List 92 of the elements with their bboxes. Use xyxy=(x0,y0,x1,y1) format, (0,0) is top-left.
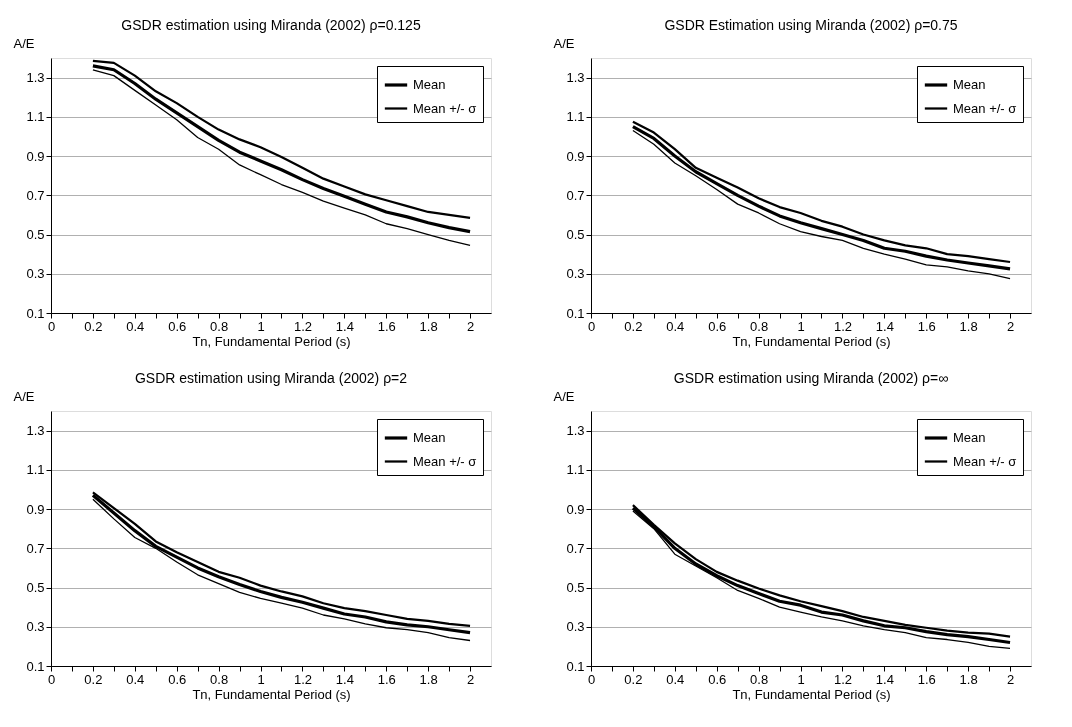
y-tick-label: 0.5 xyxy=(566,227,585,243)
x-tick-label: 2 xyxy=(466,671,475,687)
x-tick-label: 1.4 xyxy=(335,318,354,334)
x-tick-label: 0.2 xyxy=(624,318,643,334)
x-tick-label: 0.6 xyxy=(708,318,727,334)
x-axis-title: Tn, Fundamental Period (s) xyxy=(732,333,891,349)
x-tick-label: 0 xyxy=(47,318,56,334)
y-tick-label: 0.9 xyxy=(566,501,585,517)
x-tick-label: 0.4 xyxy=(126,318,145,334)
y-tick-label: 0.7 xyxy=(26,540,45,556)
y-tick-label: 1.1 xyxy=(26,462,45,478)
x-tick-label: 1.2 xyxy=(293,318,312,334)
y-axis-title: A/E xyxy=(13,35,35,51)
legend-label: Mean +/- σ xyxy=(413,453,477,469)
x-tick-label: 0.8 xyxy=(210,318,229,334)
y-tick-label: 0.7 xyxy=(566,187,585,203)
y-tick-label: 0.5 xyxy=(26,227,45,243)
chart-title: GSDR estimation using Miranda (2002) ρ=∞ xyxy=(673,370,949,386)
y-tick-label: 1.3 xyxy=(566,70,585,86)
chart-title: GSDR estimation using Miranda (2002) ρ=0.125 xyxy=(121,17,421,33)
y-tick-label: 0.1 xyxy=(566,658,585,674)
x-tick-label: 0 xyxy=(587,318,596,334)
x-tick-label: 1 xyxy=(257,318,265,334)
y-tick-label: 0.1 xyxy=(26,305,45,321)
x-tick-label: 0.4 xyxy=(126,671,145,687)
chart-title: GSDR Estimation using Miranda (2002) ρ=0.75 xyxy=(664,17,958,33)
x-tick-label: 1.6 xyxy=(377,671,396,687)
x-axis-title: Tn, Fundamental Period (s) xyxy=(192,686,351,702)
x-tick-label: 1.4 xyxy=(875,318,894,334)
y-tick-label: 1.3 xyxy=(26,70,45,86)
legend-label: Mean xyxy=(953,430,986,445)
y-tick-label: 1.1 xyxy=(26,109,45,125)
x-tick-label: 1.2 xyxy=(833,318,852,334)
y-tick-label: 0.3 xyxy=(566,266,585,282)
y-tick-label: 0.7 xyxy=(566,540,585,556)
x-tick-label: 0.8 xyxy=(210,671,229,687)
y-tick-label: 0.1 xyxy=(26,658,45,674)
x-axis-title: Tn, Fundamental Period (s) xyxy=(192,333,351,349)
x-tick-label: 1.2 xyxy=(293,671,312,687)
y-tick-label: 1.1 xyxy=(566,109,585,125)
x-tick-label: 1.6 xyxy=(377,318,396,334)
x-tick-label: 0.4 xyxy=(666,318,685,334)
chart-title: GSDR estimation using Miranda (2002) ρ=2 xyxy=(134,370,408,386)
y-tick-label: 0.3 xyxy=(566,619,585,635)
x-tick-label: 1 xyxy=(797,318,805,334)
y-tick-label: 0.3 xyxy=(26,266,45,282)
y-tick-label: 0.9 xyxy=(26,501,45,517)
legend-label: Mean xyxy=(413,77,446,92)
y-tick-label: 0.3 xyxy=(26,619,45,635)
y-tick-label: 0.7 xyxy=(26,187,45,203)
x-tick-label: 1.6 xyxy=(917,318,936,334)
y-axis-title: A/E xyxy=(553,35,575,51)
legend-label: Mean +/- σ xyxy=(413,100,477,116)
x-tick-label: 0.2 xyxy=(84,671,103,687)
x-tick-label: 1.8 xyxy=(959,671,978,687)
y-tick-label: 0.1 xyxy=(566,305,585,321)
y-tick-label: 0.9 xyxy=(26,148,45,164)
x-tick-label: 0.6 xyxy=(168,318,187,334)
x-tick-label: 1.4 xyxy=(875,671,894,687)
x-tick-label: 1.4 xyxy=(335,671,354,687)
x-tick-label: 2 xyxy=(1006,318,1015,334)
legend-label: Mean xyxy=(953,77,986,92)
x-tick-label: 1.8 xyxy=(419,318,438,334)
x-tick-label: 0.8 xyxy=(750,318,769,334)
x-tick-label: 1.6 xyxy=(917,671,936,687)
y-tick-label: 1.3 xyxy=(26,423,45,439)
x-axis-title: Tn, Fundamental Period (s) xyxy=(732,686,891,702)
legend-label: Mean xyxy=(413,430,446,445)
legend-label: Mean +/- σ xyxy=(953,100,1017,116)
x-tick-label: 1.2 xyxy=(833,671,852,687)
y-axis-title: A/E xyxy=(13,388,35,404)
y-tick-label: 0.5 xyxy=(566,580,585,596)
x-tick-label: 0.2 xyxy=(624,671,643,687)
x-tick-label: 1.8 xyxy=(959,318,978,334)
x-tick-label: 0.6 xyxy=(708,671,727,687)
y-axis-title: A/E xyxy=(553,388,575,404)
legend-label: Mean +/- σ xyxy=(953,453,1017,469)
x-tick-label: 0.4 xyxy=(666,671,685,687)
x-tick-label: 0.6 xyxy=(168,671,187,687)
x-tick-label: 2 xyxy=(1006,671,1015,687)
x-tick-label: 0.8 xyxy=(750,671,769,687)
x-tick-label: 1.8 xyxy=(419,671,438,687)
y-tick-label: 0.5 xyxy=(26,580,45,596)
x-tick-label: 0 xyxy=(47,671,56,687)
x-tick-label: 0.2 xyxy=(84,318,103,334)
x-tick-label: 1 xyxy=(257,671,265,687)
x-tick-label: 2 xyxy=(466,318,475,334)
x-tick-label: 0 xyxy=(587,671,596,687)
y-tick-label: 0.9 xyxy=(566,148,585,164)
y-tick-label: 1.3 xyxy=(566,423,585,439)
x-tick-label: 1 xyxy=(797,671,805,687)
y-tick-label: 1.1 xyxy=(566,462,585,478)
